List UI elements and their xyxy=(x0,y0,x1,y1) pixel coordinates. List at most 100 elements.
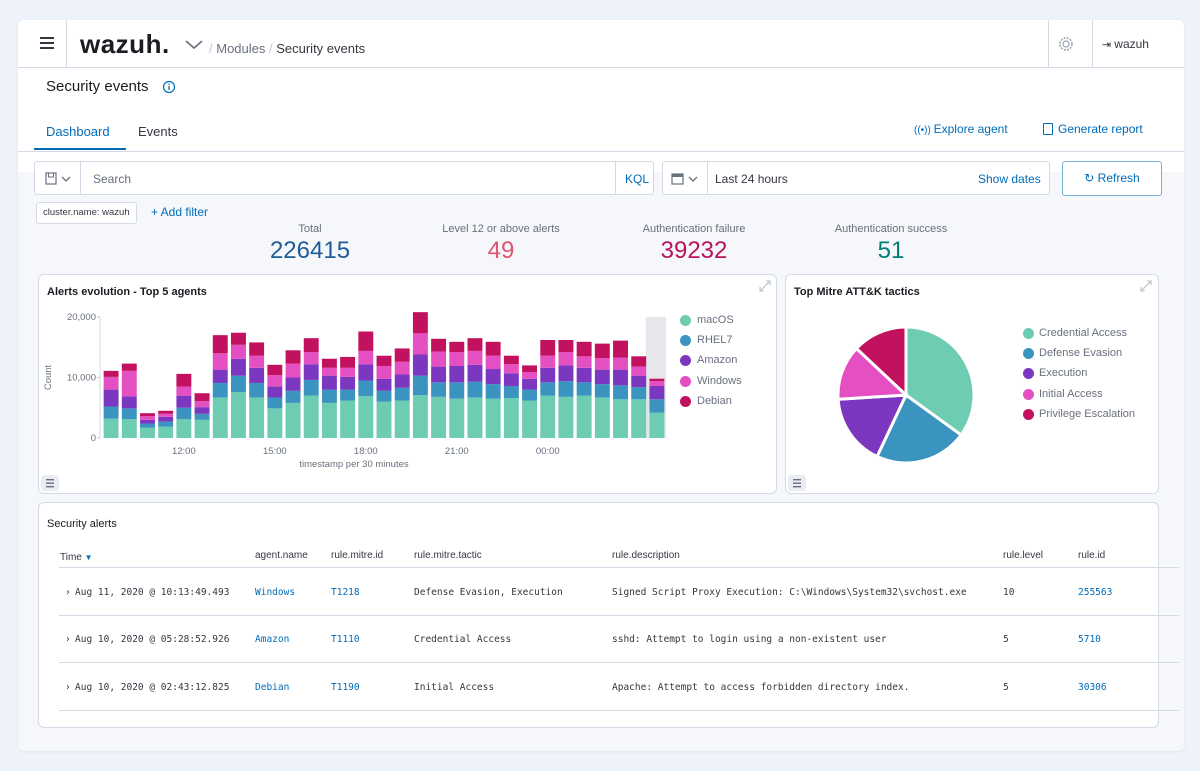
column-mitre-id[interactable]: rule.mitre.id xyxy=(331,550,384,561)
list-icon[interactable] xyxy=(788,475,806,491)
add-filter-button[interactable]: + Add filter xyxy=(151,205,209,219)
kql-toggle[interactable]: KQL xyxy=(625,172,650,186)
legend-windows[interactable]: Windows xyxy=(697,375,742,387)
expand-row-icon[interactable]: › xyxy=(65,682,71,693)
cell-rule-id-link[interactable]: 30306 xyxy=(1078,682,1107,693)
bar-segment-windows xyxy=(303,352,319,365)
security-alerts-panel: Security alerts Time ▼ agent.name rule.m… xyxy=(38,502,1179,728)
bar-segment-amazon xyxy=(540,367,556,383)
y-tick-label: 20,000 xyxy=(67,312,96,323)
column-description[interactable]: rule.description xyxy=(612,550,680,561)
legend-execution[interactable]: Execution xyxy=(1039,367,1088,379)
expand-icon[interactable] xyxy=(1139,279,1153,293)
filter-chip[interactable]: cluster.name: wazuh xyxy=(36,202,137,224)
list-icon[interactable] xyxy=(41,475,59,491)
bar-segment-rhel7 xyxy=(194,413,210,420)
cell-mitre-id-link[interactable]: T1110 xyxy=(331,634,360,645)
settings-icon[interactable] xyxy=(1058,36,1074,52)
tab-dashboard[interactable]: Dashboard xyxy=(46,124,110,139)
bar-segment-windows xyxy=(558,352,574,366)
refresh-button[interactable]: ↻ Refresh xyxy=(1062,161,1162,196)
cell-mitre-id-link[interactable]: T1218 xyxy=(331,587,360,598)
bar-segment-rhel7 xyxy=(303,379,319,396)
expand-row-icon[interactable]: › xyxy=(65,634,71,645)
column-time[interactable]: Time ▼ xyxy=(60,552,93,563)
tab-events[interactable]: Events xyxy=(138,124,178,139)
breadcrumb-current: Security events xyxy=(276,41,366,56)
info-icon[interactable] xyxy=(162,80,176,94)
legend-dot-windows xyxy=(680,376,691,387)
legend-defense-evasion[interactable]: Defense Evasion xyxy=(1039,347,1123,359)
bar-segment-macos xyxy=(267,408,283,438)
legend-privilege-escalation[interactable]: Privilege Escalation xyxy=(1039,408,1135,420)
cell-agent-link[interactable]: Windows xyxy=(255,587,296,598)
bar-segment-rhel7 xyxy=(121,408,137,420)
legend-dot-macos xyxy=(680,315,691,326)
time-range[interactable]: Last 24 hours xyxy=(715,172,788,186)
column-rule-level[interactable]: rule.level xyxy=(1003,550,1044,561)
legend-macos[interactable]: macOS xyxy=(697,314,734,326)
show-dates-button[interactable]: Show dates xyxy=(978,172,1041,186)
cell-agent-link[interactable]: Debian xyxy=(255,682,290,693)
cell-agent-link[interactable]: Amazon xyxy=(255,634,290,645)
bar-segment-macos xyxy=(230,392,246,438)
bar-segment-debian xyxy=(631,356,647,367)
bar-segment-windows xyxy=(285,363,301,378)
bar-segment-macos xyxy=(103,418,119,438)
legend-debian[interactable]: Debian xyxy=(697,395,732,407)
cell-rule-id-link[interactable]: 5710 xyxy=(1078,634,1101,645)
menu-icon[interactable] xyxy=(40,36,56,50)
bar-segment-macos xyxy=(431,396,447,438)
bar-segment-debian xyxy=(503,355,519,365)
bar-segment-rhel7 xyxy=(558,381,574,397)
legend-rhel7[interactable]: RHEL7 xyxy=(697,334,733,346)
legend-initial-access[interactable]: Initial Access xyxy=(1039,388,1103,400)
bar-segment-macos xyxy=(194,419,210,438)
bar-segment-windows xyxy=(158,413,174,417)
expand-icon[interactable] xyxy=(758,279,772,293)
bar-segment-debian xyxy=(394,348,410,362)
legend-credential-access[interactable]: Credential Access xyxy=(1039,327,1128,339)
bar-segment-amazon xyxy=(558,365,574,382)
legend-amazon[interactable]: Amazon xyxy=(697,354,738,366)
column-rule-id[interactable]: rule.id xyxy=(1078,550,1106,561)
bar-segment-amazon xyxy=(103,389,119,407)
bar-segment-debian xyxy=(321,358,337,368)
top-bar: wazuh. / Modules / Security events ⇥ waz… xyxy=(18,20,1184,68)
user-menu[interactable]: ⇥ wazuh xyxy=(1102,37,1149,51)
bar-segment-windows xyxy=(358,350,374,365)
bar-segment-macos xyxy=(631,399,647,438)
bar-segment-macos xyxy=(503,398,519,438)
cell-rule-id-link[interactable]: 255563 xyxy=(1078,587,1113,598)
column-agent-name[interactable]: agent.name xyxy=(255,550,308,561)
cell-mitre-id-link[interactable]: T1190 xyxy=(331,682,360,693)
explore-agent-link[interactable]: ((•)) Explore agent xyxy=(914,122,1008,136)
y-tick-label: 10,000 xyxy=(67,373,96,384)
column-mitre-tactic[interactable]: rule.mitre.tactic xyxy=(414,550,482,561)
bar-segment-windows xyxy=(376,366,392,379)
bar-segment-windows xyxy=(649,381,665,386)
cell-description: sshd: Attempt to login using a non-exist… xyxy=(612,634,887,645)
breadcrumb-modules[interactable]: Modules xyxy=(216,41,266,56)
stat-authfail-value: 39232 xyxy=(660,237,728,264)
chevron-down-icon[interactable] xyxy=(185,38,203,50)
calendar-icon[interactable] xyxy=(671,172,703,186)
cell-level: 5 xyxy=(1003,682,1009,693)
bar-segment-windows xyxy=(140,416,155,420)
cell-tactic: Credential Access xyxy=(414,634,512,645)
search-bar: Search KQL xyxy=(34,161,654,195)
search-input[interactable]: Search xyxy=(93,172,132,186)
bar-segment-macos xyxy=(576,395,592,438)
saved-query-icon[interactable] xyxy=(45,172,75,186)
bar-segment-rhel7 xyxy=(176,407,192,420)
bar-segment-windows xyxy=(194,401,210,408)
bar-segment-rhel7 xyxy=(649,399,665,413)
wazuh-logo[interactable]: wazuh. xyxy=(80,29,170,59)
generate-report-link[interactable]: Generate report xyxy=(1043,122,1143,136)
expand-row-icon[interactable]: › xyxy=(65,587,71,598)
cell-description: Signed Script Proxy Execution: C:\Window… xyxy=(612,587,967,598)
bar-segment-amazon xyxy=(503,373,519,386)
bar-segment-macos xyxy=(158,426,174,438)
x-tick-label: 21:00 xyxy=(445,446,469,457)
bar-segment-macos xyxy=(522,400,538,438)
